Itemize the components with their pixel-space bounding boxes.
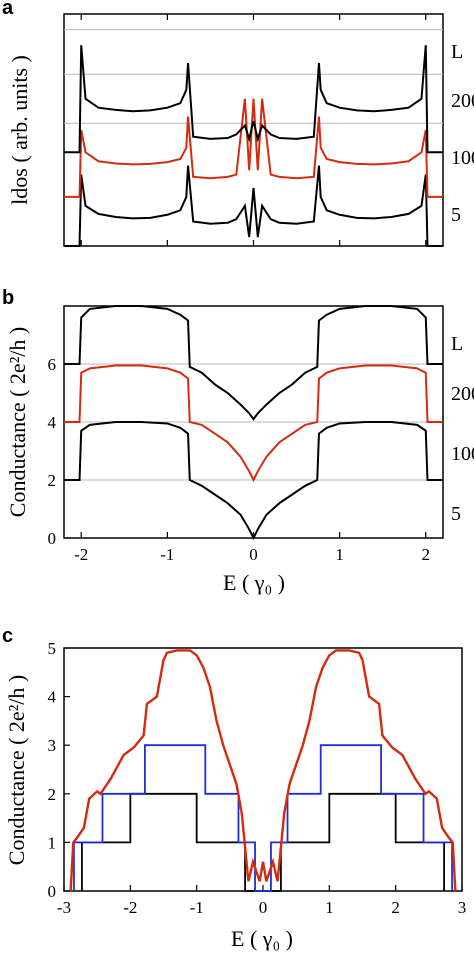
panel-a-curves (64, 45, 443, 247)
panel-a-letter: a (2, 0, 14, 19)
panel-a-side-label-100: 100 (451, 147, 474, 169)
panel-b-xtick-label: -2 (74, 545, 88, 564)
panel-c-series-black-line (81, 792, 445, 892)
panel-b-side-label-L: L (451, 333, 463, 355)
panel-c-xtick-label: -1 (190, 898, 204, 917)
panel-b-ytick-label: 4 (48, 413, 57, 432)
panel-a-ylabel: ldos ( arb. units ) (7, 55, 32, 205)
panel-c-ytick-label: 0 (48, 882, 57, 901)
panel-a-series-2-line (64, 98, 443, 198)
panel-c-curves (69, 649, 457, 892)
panel-b: b -2 -1 0 1 2 0 2 4 6 Conductance ( 2e²/h ) E ( … (2, 287, 474, 595)
panel-c: c -3 -2 -1 0 1 2 3 0 1 2 3 4 5 Conductance ( 2e²/h )… (2, 625, 466, 951)
panel-b-xtick-label: 1 (335, 545, 344, 564)
panel-c-xtick-label: 0 (259, 898, 268, 917)
panel-c-ytick-label: 2 (48, 785, 57, 804)
panel-c-ticks: -3 -2 -1 0 1 2 3 0 1 2 3 4 5 (48, 639, 467, 917)
panel-c-letter: c (2, 625, 13, 647)
panel-c-xtick-label: 3 (458, 898, 467, 917)
panel-c-xtick-label: 1 (325, 898, 334, 917)
panel-b-ytick-label: 0 (48, 529, 57, 548)
panel-a-frame (63, 13, 444, 247)
panel-c-series-blue-line (73, 744, 453, 892)
panel-b-side-label-200: 200 (451, 383, 474, 405)
panel-b-series-3-line (64, 305, 443, 421)
panel-c-ytick-label: 5 (48, 639, 57, 658)
panel-b-ytick-label: 2 (48, 471, 57, 490)
panel-c-xtick-label: 2 (391, 898, 400, 917)
panel-a-side-label-L: L (451, 41, 463, 63)
panel-b-ytick-label: 6 (48, 355, 57, 374)
panel-b-xtick-label: 0 (249, 545, 258, 564)
panel-a-series-1-line (64, 165, 443, 247)
panel-c-xtick-label: -3 (57, 898, 71, 917)
panel-a-side-label-5: 5 (451, 204, 461, 226)
panel-a-series-3-line (64, 45, 443, 154)
panel-b-xtick-label: 2 (422, 545, 431, 564)
panel-b-xtick-label: -1 (160, 545, 174, 564)
panel-b-series-2-line (64, 364, 443, 483)
panel-b-ticks: -2 -1 0 1 2 0 2 4 6 (48, 355, 431, 564)
panel-c-xtick-label: -2 (123, 898, 137, 917)
panel-a-ticks (80, 14, 427, 246)
panel-c-ytick-label: 3 (48, 736, 57, 755)
panel-c-ylabel: Conductance ( 2e²/h ) (4, 675, 29, 865)
panel-b-xlabel: E ( γ₀ ) (223, 570, 285, 595)
panel-b-curves (64, 305, 443, 541)
panel-c-series-red-line (69, 649, 457, 892)
panel-b-letter: b (2, 287, 14, 309)
panel-b-side-label-5: 5 (451, 503, 461, 525)
panel-c-ytick-label: 4 (48, 688, 57, 707)
panel-c-xlabel: E ( γ₀ ) (231, 926, 293, 951)
panel-a: a ldos ( arb. units ) L 200 100 5 (2, 0, 474, 247)
panel-b-series-1-line (64, 421, 443, 541)
panel-c-ytick-label: 1 (48, 833, 57, 852)
panel-b-side-label-100: 100 (451, 443, 474, 465)
panel-a-side-label-200: 200 (451, 90, 474, 112)
panel-c-frame (63, 647, 463, 892)
panel-b-ylabel: Conductance ( 2e²/h ) (5, 327, 30, 517)
